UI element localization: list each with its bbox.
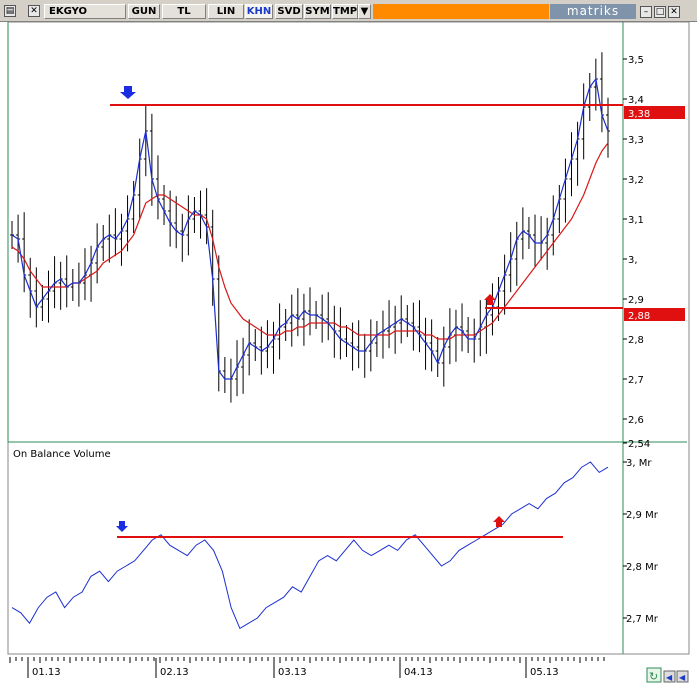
- price-tick-label: 3,3: [628, 135, 644, 146]
- lin-button[interactable]: LIN: [208, 4, 244, 19]
- obv-tick-label: 3, Mr: [626, 458, 652, 469]
- x-label-0513: 05.13: [530, 667, 559, 678]
- matriks-logo: matriks: [550, 4, 636, 19]
- toolbar: ▤ ✕ EKGYO GUN TL LIN KHN SVD SYM TMP ▼ m…: [0, 0, 697, 22]
- price-tick-label: 3,5: [628, 55, 644, 66]
- fast-moving-average-line: [11, 77, 609, 380]
- obv-tick-label: 2,8 Mr: [626, 562, 659, 573]
- scroll-left-button[interactable]: [663, 670, 676, 683]
- price-tick-label: 3,4: [628, 95, 644, 106]
- price-tick-label: 3,2: [628, 175, 644, 186]
- x-label-0413: 04.13: [404, 667, 433, 678]
- obv-tick-label: 2,7 Mr: [626, 614, 659, 625]
- obv-tick-label: 2,9 Mr: [626, 510, 659, 521]
- resistance-label-box: [624, 106, 685, 119]
- close-icon[interactable]: ✕: [668, 6, 680, 18]
- blue-down-arrow-icon: [120, 86, 136, 99]
- price-tick-label: 3,1: [628, 215, 644, 226]
- tl-button[interactable]: TL: [162, 4, 206, 19]
- gun-button[interactable]: GUN: [128, 4, 160, 19]
- svd-button[interactable]: SVD: [275, 4, 303, 19]
- status-bar: [373, 4, 549, 19]
- refresh-icon: ↻: [649, 670, 658, 683]
- obv-title: On Balance Volume: [13, 449, 111, 460]
- obv-blue-down-arrow-icon: [116, 521, 128, 532]
- x-label-0213: 02.13: [160, 667, 189, 678]
- x-label-0313: 03.13: [278, 667, 307, 678]
- obv-line: [11, 461, 609, 630]
- scroll-left-icon: ◀: [666, 673, 673, 682]
- price-tick-label: 2,7: [628, 375, 644, 386]
- chart-canvas: 3,5 3,4 3,3 3,2 3,1 3, 2,9 2,8 2,7 2,6 2,54 3,38 2…: [7, 22, 690, 683]
- price-tick-label: 2,54: [628, 439, 650, 450]
- obv-red-up-arrow-icon: [493, 516, 505, 527]
- support-label-box: [624, 308, 685, 321]
- sym-button[interactable]: SYM: [304, 4, 331, 19]
- price-tick-label: 2,6: [628, 415, 644, 426]
- slow-moving-average-line: [11, 142, 609, 340]
- price-tick-label: 3,: [628, 255, 638, 266]
- minimize-icon[interactable]: –: [640, 6, 652, 18]
- symbol-field[interactable]: EKGYO: [44, 4, 126, 19]
- window-menu-icon[interactable]: ▤: [4, 5, 16, 17]
- tmp-button[interactable]: TMP: [332, 4, 358, 19]
- x-label-0113: 01.13: [32, 667, 61, 678]
- scroll-right-button[interactable]: [676, 670, 689, 683]
- chart-frame: [7, 22, 690, 655]
- khn-button[interactable]: KHN: [245, 4, 273, 19]
- close-symbol-icon[interactable]: ✕: [28, 5, 40, 17]
- scroll-right-icon: ◀: [679, 673, 686, 682]
- support-label: 2,88: [628, 311, 650, 322]
- price-tick-label: 2,8: [628, 335, 644, 346]
- price-tick-label: 2,9: [628, 295, 644, 306]
- dropdown-arrow-icon[interactable]: ▼: [358, 4, 371, 19]
- x-axis-ticks: [9, 657, 605, 663]
- resistance-label: 3,38: [628, 109, 650, 120]
- maximize-icon[interactable]: □: [654, 6, 666, 18]
- price-y-axis: 3,5 3,4 3,3 3,2 3,1 3, 2,9 2,8 2,7 2,6 2,54: [623, 55, 650, 450]
- refresh-button[interactable]: [646, 667, 662, 683]
- obv-y-axis: 3, Mr 2,9 Mr 2,8 Mr 2,7 Mr: [623, 458, 659, 625]
- red-up-arrow-icon: [484, 294, 496, 305]
